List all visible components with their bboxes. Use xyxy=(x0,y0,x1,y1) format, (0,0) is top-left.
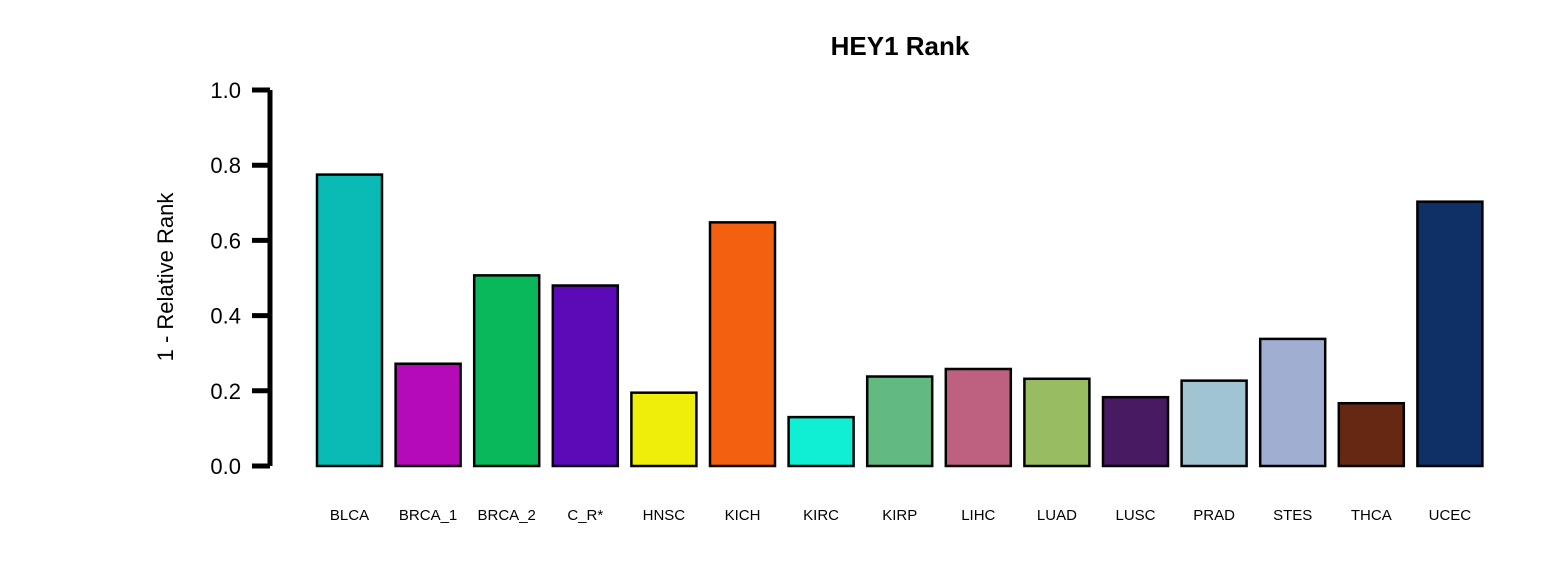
y-tick-label: 0.0 xyxy=(210,454,241,479)
bar-brca-1 xyxy=(394,362,462,468)
bars-group xyxy=(315,173,1484,468)
x-tick-label: PRAD xyxy=(1193,507,1235,524)
y-tick-label: 0.4 xyxy=(210,304,241,329)
bar-hnsc xyxy=(630,391,698,468)
bar-stes xyxy=(1258,337,1327,468)
y-axis-label: 1 - Relative Rank xyxy=(153,192,178,362)
x-tick-label: C_R* xyxy=(567,507,603,524)
bar-blca xyxy=(315,173,384,468)
bar-c-r xyxy=(551,284,620,468)
bar-kirc xyxy=(787,415,855,468)
x-tick-label: BRCA_1 xyxy=(399,507,457,524)
x-tick-label: KIRP xyxy=(882,507,917,524)
x-tick-label: KICH xyxy=(725,507,761,524)
bar-kirp xyxy=(865,375,934,468)
x-tick-label: BLCA xyxy=(330,507,369,524)
x-tick-label: HNSC xyxy=(643,507,686,524)
y-tick-label: 1.0 xyxy=(210,78,241,103)
bar-lihc xyxy=(944,367,1013,468)
x-tick-label: KIRC xyxy=(803,507,839,524)
x-tick-label: THCA xyxy=(1351,507,1392,524)
bar-kich xyxy=(708,221,777,468)
y-tick-label: 0.8 xyxy=(210,153,241,178)
bar-ucec xyxy=(1416,200,1484,468)
bar-luad xyxy=(1023,377,1091,468)
x-tick-labels: BLCA BRCA_1 BRCA_2 C_R* HNSC KICH KIRC KIRP LIHC… xyxy=(330,507,1471,524)
x-tick-label: UCEC xyxy=(1429,507,1472,524)
x-tick-label: LUAD xyxy=(1037,507,1077,524)
y-axis: 0.0 0.2 0.4 0.6 0.8 1.0 xyxy=(210,78,273,479)
bar-prad xyxy=(1180,379,1248,468)
x-tick-label: BRCA_2 xyxy=(478,507,536,524)
bar-thca xyxy=(1337,401,1406,468)
x-tick-label: STES xyxy=(1273,507,1312,524)
x-tick-label: LUSC xyxy=(1115,507,1155,524)
bar-brca-2 xyxy=(472,274,541,468)
chart-title: HEY1 Rank xyxy=(831,31,970,61)
y-tick-label: 0.6 xyxy=(210,228,241,253)
bar-lusc xyxy=(1101,395,1170,468)
y-tick-label: 0.2 xyxy=(210,379,241,404)
x-tick-label: LIHC xyxy=(961,507,995,524)
